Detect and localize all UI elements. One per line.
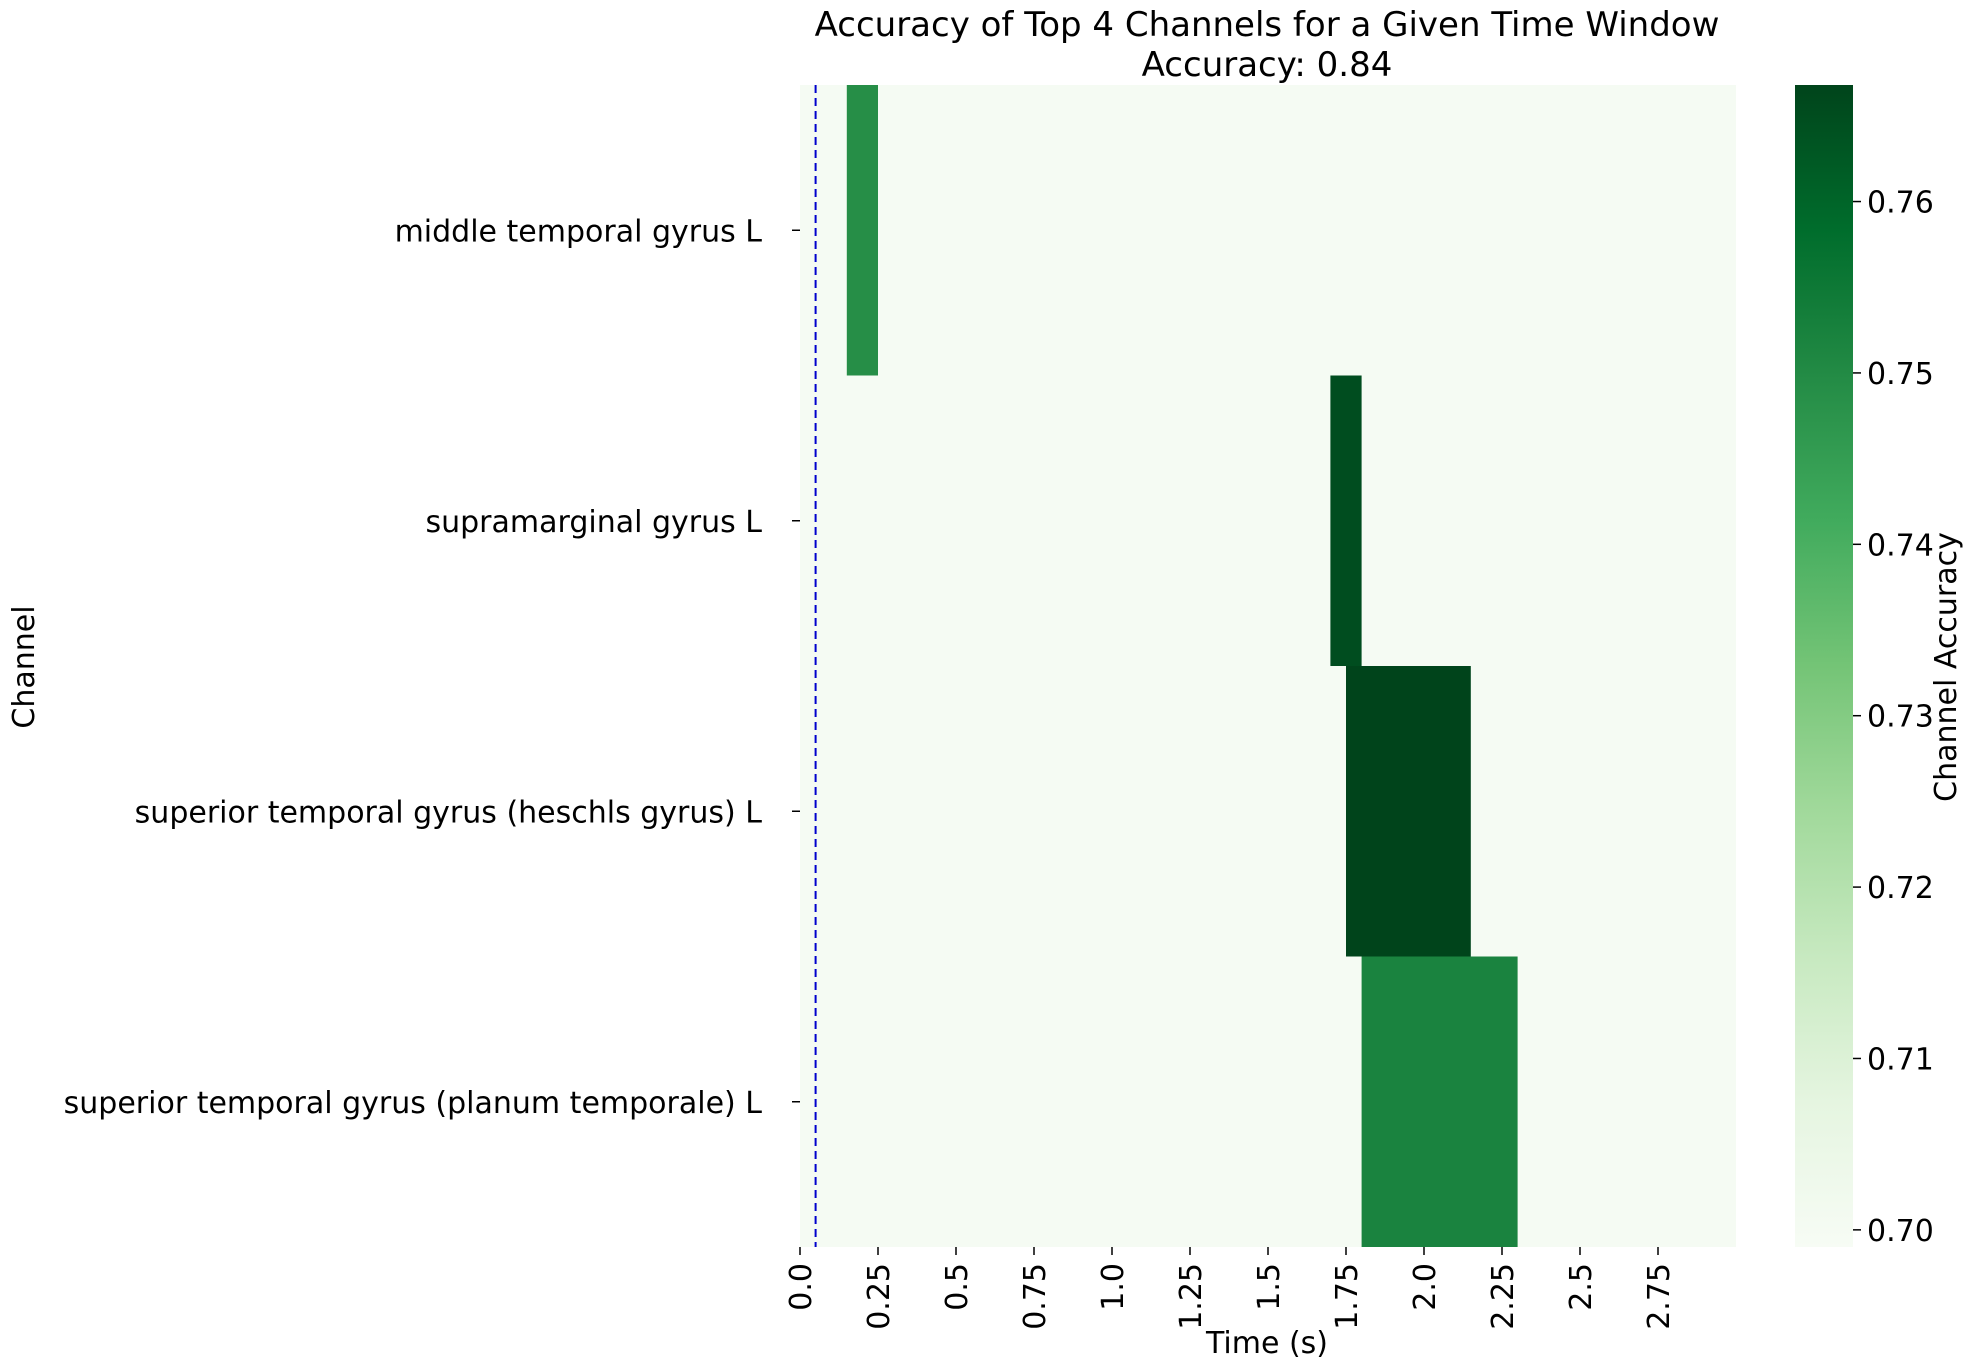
x-tick-label: 2.75 bbox=[1642, 1263, 1677, 1330]
x-tick-label: 1.75 bbox=[1330, 1263, 1365, 1330]
x-tick-label: 1.5 bbox=[1252, 1263, 1287, 1311]
heatmap-cell bbox=[1346, 666, 1471, 957]
chart-subtitle: Accuracy: 0.84 bbox=[1142, 45, 1393, 85]
y-tick-label: supramarginal gyrus L bbox=[426, 505, 763, 540]
x-tick-label: 0.25 bbox=[862, 1263, 897, 1330]
colorbar-tick-label: 0.75 bbox=[1867, 357, 1934, 392]
chart-title: Accuracy of Top 4 Channels for a Given T… bbox=[815, 5, 1720, 45]
x-axis-label: Time (s) bbox=[1205, 1326, 1328, 1361]
colorbar-tick-label: 0.76 bbox=[1867, 186, 1934, 221]
x-tick-label: 1.0 bbox=[1096, 1263, 1131, 1311]
heatmap-cell bbox=[1361, 956, 1518, 1247]
x-tick-label: 2.5 bbox=[1564, 1263, 1599, 1311]
colorbar: 0.70 0.71 0.72 0.73 0.74 0.75 0.76 bbox=[1795, 85, 1934, 1249]
x-tick-label: 0.0 bbox=[784, 1263, 819, 1311]
colorbar-tick-label: 0.72 bbox=[1867, 871, 1934, 906]
x-tick-label: 0.5 bbox=[940, 1263, 975, 1311]
colorbar-label: Channel Accuracy bbox=[1929, 532, 1963, 802]
x-tick-label: 1.25 bbox=[1174, 1263, 1209, 1330]
y-axis: middle temporal gyrus L supramarginal gyr… bbox=[64, 214, 800, 1121]
x-axis: 0.0 0.25 0.5 0.75 1.0 1.25 1.5 1.75 2.0 2.25 2.5 2.… bbox=[784, 1247, 1677, 1330]
colorbar-tick-label: 0.71 bbox=[1867, 1042, 1934, 1077]
heatmap-background bbox=[800, 85, 1736, 1247]
y-tick-label: superior temporal gyrus (heschls gyrus) … bbox=[135, 795, 763, 830]
colorbar-tick-label: 0.74 bbox=[1867, 528, 1934, 563]
x-tick-label: 2.25 bbox=[1486, 1263, 1521, 1330]
y-tick-label: middle temporal gyrus L bbox=[395, 214, 763, 249]
x-tick-label: 0.75 bbox=[1018, 1263, 1053, 1330]
plot-area bbox=[800, 85, 1736, 1247]
heatmap-cell bbox=[1330, 375, 1362, 666]
heatmap-cell bbox=[846, 85, 878, 376]
y-axis-label: Channel bbox=[7, 605, 42, 728]
colorbar-gradient bbox=[1795, 85, 1853, 1247]
y-tick-label: superior temporal gyrus (planum temporal… bbox=[64, 1086, 763, 1121]
x-tick-label: 2.0 bbox=[1408, 1263, 1443, 1311]
colorbar-tick-label: 0.73 bbox=[1867, 700, 1934, 735]
colorbar-tick-label: 0.70 bbox=[1867, 1214, 1934, 1249]
